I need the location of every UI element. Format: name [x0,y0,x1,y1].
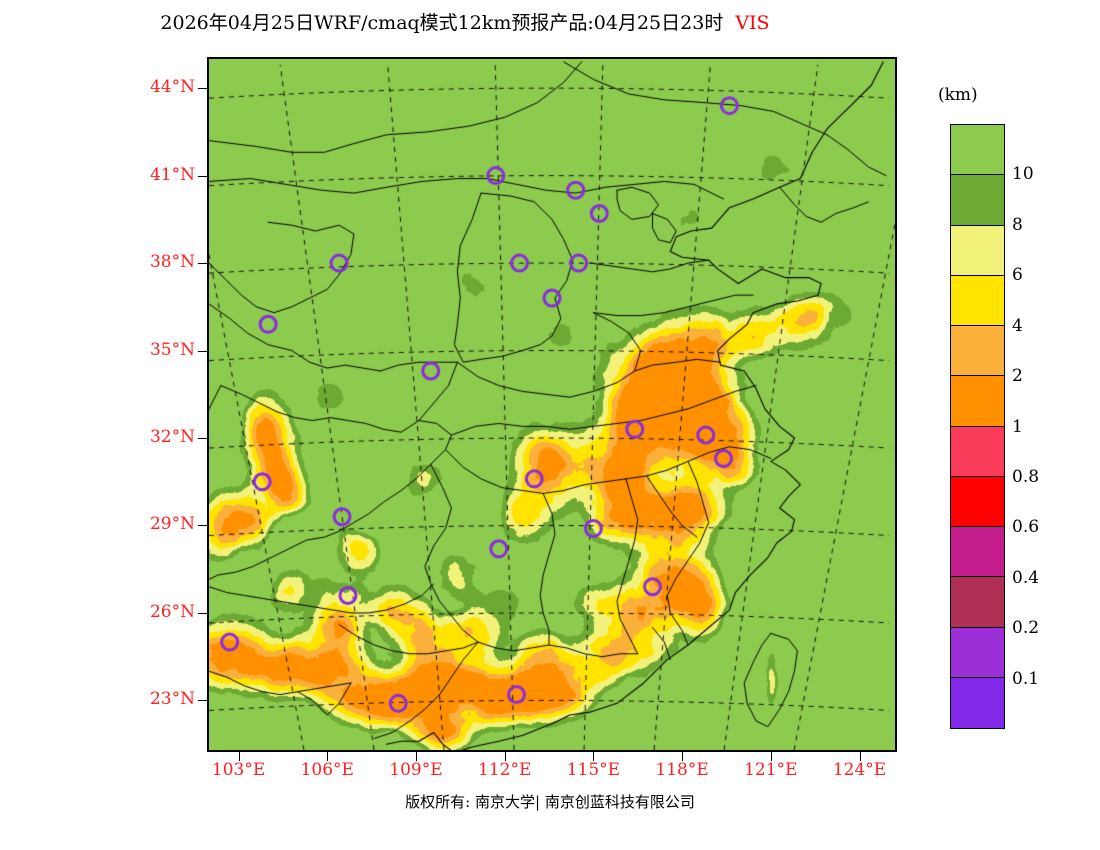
latitude-tick-mark [198,700,207,702]
latitude-tick-mark [198,612,207,614]
latitude-tick-mark [198,175,207,177]
latitude-tick-mark [198,88,207,90]
longitude-tick-label: 124°E [832,760,887,780]
longitude-tick-mark [504,752,506,761]
longitude-tick-mark [593,752,595,761]
copyright-footer: 版权所有: 南京大学| 南京创蓝科技有限公司 [405,793,695,811]
colorbar-tick-label: 0.2 [1012,618,1040,639]
colorbar-band [951,275,1004,326]
latitude-tick-label: 23°N [149,689,195,710]
longitude-tick-mark [770,752,772,761]
map-plot-frame[interactable] [207,57,897,752]
latitude-tick-mark [198,525,207,527]
latitude-tick-label: 38°N [149,252,195,273]
colorbar-band [951,426,1004,477]
colorbar-band [951,476,1004,527]
colorbar-band [951,627,1004,678]
colorbar-tick-label: 0.1 [1012,668,1040,689]
colorbar-band [951,376,1004,427]
colorbar-band [951,527,1004,578]
colorbar-tick-label: 0.6 [1012,517,1040,538]
colorbar-tick-label: 1 [1012,416,1023,437]
colorbar-unit-label: (km) [938,85,978,105]
colorbar-band [951,175,1004,226]
colorbar-band [951,225,1004,276]
longitude-tick-label: 121°E [744,760,798,780]
longitude-tick-label: 109°E [389,760,443,780]
longitude-tick-label: 115°E [566,760,621,780]
chart-title-text: 2026年04月25日WRF/cmaq模式12km预报产品:04月25日23时 [160,12,724,34]
latitude-tick-mark [198,438,207,440]
colorbar-tick-label: 6 [1012,265,1023,286]
latitude-tick-label: 35°N [149,339,195,360]
colorbar-tick-label: 8 [1012,214,1023,235]
latitude-tick-label: 26°N [149,601,195,622]
longitude-tick-mark [415,752,417,761]
longitude-tick-mark [682,752,684,761]
colorbar[interactable] [950,124,1005,729]
latitude-tick-label: 29°N [149,514,195,535]
colorbar-band [951,577,1004,628]
colorbar-tick-label: 0.8 [1012,466,1040,487]
longitude-tick-mark [327,752,329,761]
latitude-tick-label: 44°N [149,77,195,98]
colorbar-band [951,125,1004,176]
longitude-tick-label: 112°E [478,760,532,780]
colorbar-tick-label: 10 [1012,164,1034,185]
latitude-tick-label: 32°N [149,427,195,448]
longitude-tick-label: 118°E [655,760,709,780]
chart-title: 2026年04月25日WRF/cmaq模式12km预报产品:04月25日23时 V… [0,8,930,35]
longitude-tick-mark [238,752,240,761]
colorbar-band [951,677,1004,728]
longitude-tick-label: 103°E [211,760,266,780]
latitude-tick-label: 41°N [149,164,195,185]
latitude-tick-mark [198,263,207,265]
colorbar-band [951,326,1004,377]
colorbar-tick-label: 2 [1012,366,1023,387]
longitude-tick-label: 106°E [300,760,354,780]
visibility-heatmap-canvas[interactable] [209,59,895,750]
latitude-tick-mark [198,350,207,352]
colorbar-tick-label: 4 [1012,315,1023,336]
chart-variable-label: VIS [735,12,770,34]
longitude-tick-mark [859,752,861,761]
colorbar-tick-label: 0.4 [1012,567,1040,588]
